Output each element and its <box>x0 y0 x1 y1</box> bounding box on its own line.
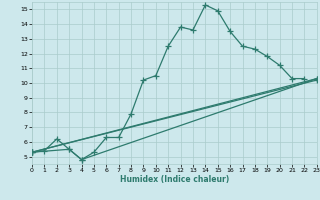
X-axis label: Humidex (Indice chaleur): Humidex (Indice chaleur) <box>120 175 229 184</box>
